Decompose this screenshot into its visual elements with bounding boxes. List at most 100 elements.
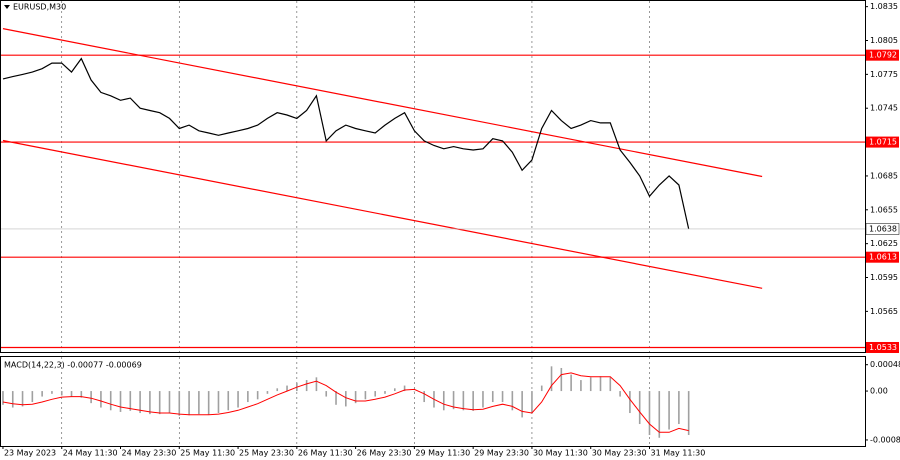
macd-bar (384, 391, 386, 394)
macd-bar (354, 391, 357, 404)
y-tick-label: -0.00089 (870, 435, 900, 444)
macd-bar (658, 391, 661, 438)
signal-line (2, 372, 689, 433)
x-tick-label: 26 May 11:30 (298, 449, 353, 458)
level-label: 1.0715 (869, 138, 897, 147)
macd-bar (129, 391, 132, 411)
y-tick-label: 1.0565 (870, 307, 898, 316)
y-tick-label: 1.0835 (870, 2, 898, 11)
macd-bar (521, 391, 523, 418)
macd-bar (580, 380, 582, 392)
y-tick-label: 1.0775 (870, 70, 898, 79)
macd-bar (531, 391, 533, 414)
x-tick-label: 29 May 23:30 (474, 449, 529, 458)
macd-bar (374, 391, 377, 397)
level-label-box (866, 341, 899, 353)
macd-bar (100, 391, 102, 408)
macd-bar (570, 374, 572, 392)
y-tick-label: 1.0655 (870, 205, 898, 214)
macd-bar (139, 391, 141, 414)
macd-bar (276, 388, 279, 392)
macd-bar (599, 376, 602, 392)
macd-bar (609, 377, 612, 392)
macd-bar (207, 391, 210, 415)
x-tick-label: 24 May 11:30 (63, 449, 118, 458)
x-tick-label: 30 May 11:30 (533, 449, 588, 458)
macd-bar (237, 391, 239, 408)
macd-bar (540, 385, 543, 392)
x-tick-label: 25 May 23:30 (239, 449, 294, 458)
level-label-box (866, 49, 899, 61)
macd-bar (364, 391, 367, 400)
last-price-box (865, 223, 900, 235)
macd-bar (217, 391, 220, 414)
x-tick-label: 26 May 23:30 (357, 449, 412, 458)
macd-bar (70, 391, 73, 397)
macd-bar (198, 391, 200, 415)
macd-bar (482, 391, 484, 408)
macd-bar (678, 391, 680, 425)
macd-bar (51, 391, 53, 394)
macd-bar (442, 391, 445, 411)
y-tick-label: 1.0685 (870, 171, 898, 180)
macd-bar (345, 391, 347, 407)
macd-bar (472, 391, 474, 411)
y-tick-label: 1.0595 (870, 273, 898, 282)
macd-bar (178, 391, 181, 416)
y-tick-label: 0.00 (870, 387, 888, 396)
x-tick-label: 25 May 11:30 (180, 449, 235, 458)
macd-bar (393, 388, 396, 392)
macd-bar (560, 367, 563, 392)
x-tick-label: 24 May 23:30 (122, 449, 177, 458)
macd-bar (491, 391, 494, 403)
y-tick-label: 1.0805 (870, 36, 898, 45)
level-label: 1.0613 (869, 253, 897, 262)
trend-line (2, 28, 763, 178)
macd-bar (60, 391, 63, 396)
level-label: 1.0533 (869, 343, 897, 352)
x-tick-label: 31 May 11:30 (650, 449, 705, 458)
macd-bar (550, 366, 553, 392)
macd-bar (247, 391, 249, 403)
macd-bar (188, 391, 190, 416)
price-line (2, 57, 690, 230)
level-label-box (866, 251, 899, 263)
macd-bar (335, 391, 337, 405)
x-tick-label: 29 May 11:30 (415, 449, 470, 458)
symbol-arrow (4, 5, 10, 9)
macd-bar (452, 391, 455, 410)
price-frame (0, 0, 866, 353)
macd-bar (168, 391, 171, 414)
last-price-label: 1.0638 (869, 224, 897, 233)
macd-bar (256, 391, 259, 400)
y-tick-label: 0.00048 (870, 360, 900, 369)
macd-bar (325, 391, 328, 397)
macd-bar (638, 391, 641, 425)
macd-bar (149, 391, 151, 415)
macd-bar (403, 385, 406, 392)
macd-bar (158, 391, 161, 415)
level-label-box (866, 136, 899, 148)
macd-bar (619, 391, 621, 397)
macd-bar (462, 391, 465, 411)
macd-label: MACD(14,22,3) -0.00077 -0.00069 (4, 361, 142, 370)
macd-bar (286, 385, 288, 392)
trend-line (2, 139, 763, 289)
macd-bar (413, 391, 416, 392)
level-label: 1.0792 (869, 51, 897, 60)
macd-bar (589, 377, 592, 392)
macd-bar (227, 391, 230, 411)
macd-bar (687, 391, 690, 436)
macd-bar (90, 391, 92, 404)
macd-bar (109, 391, 112, 411)
x-tick-label: 23 May 2023 (4, 449, 56, 458)
macd-bar (31, 391, 34, 403)
macd-bar (80, 391, 83, 398)
macd-bar (2, 391, 4, 405)
chart-title: EURUSD,M30 (13, 3, 66, 12)
macd-bar (21, 391, 24, 407)
macd-bar (41, 391, 43, 397)
macd-bar (668, 391, 670, 430)
